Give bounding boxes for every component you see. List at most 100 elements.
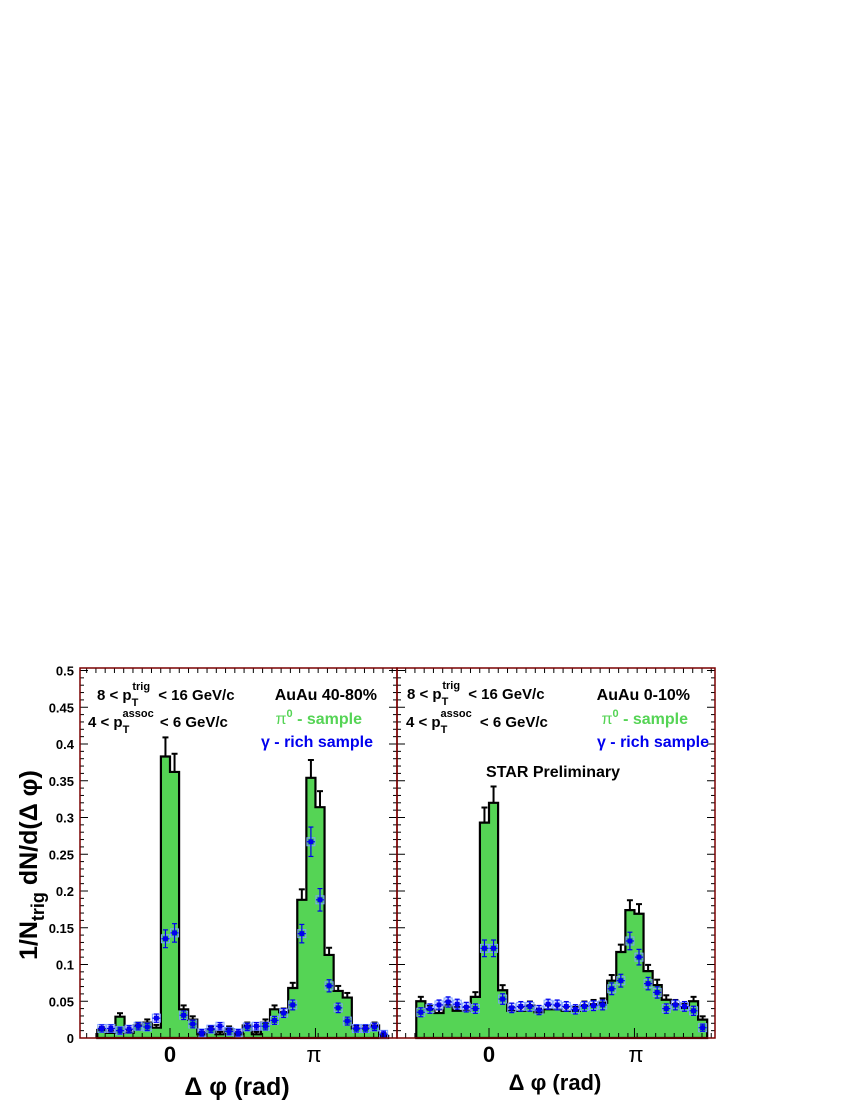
gamma-point <box>563 1003 569 1009</box>
gamma-point <box>491 945 497 951</box>
gamma-point <box>591 1003 597 1009</box>
gamma-point <box>144 1024 150 1030</box>
cut-sub: T <box>442 696 449 708</box>
y-tick-label: 0.25 <box>49 847 74 862</box>
gamma-point <box>99 1025 105 1031</box>
cut-text: < 16 GeV/c <box>154 687 234 704</box>
gamma-point <box>272 1017 278 1023</box>
gamma-point <box>108 1025 114 1031</box>
gamma-point <box>427 1006 433 1012</box>
gamma-point <box>362 1025 368 1031</box>
panel-title-right: AuAu 0-10% <box>597 687 690 704</box>
gamma-point <box>172 930 178 936</box>
cut-sub: T <box>441 724 448 736</box>
gamma-point <box>235 1030 241 1036</box>
legend-pi-symbol: π <box>601 711 612 728</box>
cut-text: < 6 GeV/c <box>156 714 228 731</box>
gamma-point <box>536 1007 542 1013</box>
gamma-point <box>217 1023 223 1029</box>
panel-frame <box>396 667 716 1039</box>
cut-sub: T <box>132 697 139 709</box>
x-tick-label-0-right: 0 <box>483 1042 495 1067</box>
gamma-point <box>481 945 487 951</box>
gamma-point <box>317 897 323 903</box>
cut-text: 4 < p <box>88 714 123 731</box>
legend-sup: 0 <box>613 708 619 720</box>
chart-marks: 0 0.05 0.1 0.15 0.2 0.25 0.3 0.35 0.4 0.45 0.5 <box>49 664 716 1046</box>
gamma-point <box>672 1002 678 1008</box>
y-tick-label: 0.15 <box>49 921 74 936</box>
x-tick-label-pi-left: π <box>306 1042 321 1067</box>
gamma-point <box>681 1003 687 1009</box>
gamma-point <box>445 999 451 1005</box>
y-tick-label: 0.35 <box>49 774 74 789</box>
star-preliminary-label: STAR Preliminary <box>486 764 620 781</box>
y-label-main: 1/N <box>15 921 43 960</box>
gamma-point <box>190 1021 196 1027</box>
gamma-point <box>500 996 506 1002</box>
legend-gamma-left: γ - rich sample <box>261 734 373 751</box>
y-axis-label: 1/Ntrig dN/d(Δ φ) <box>15 770 48 960</box>
gamma-point <box>663 1006 669 1012</box>
legend-gamma-right: γ - rich sample <box>597 734 709 751</box>
gamma-point <box>636 954 642 960</box>
cut-text: 8 < p <box>97 687 132 704</box>
gamma-point <box>353 1025 359 1031</box>
trig-cut-right: 8 < pTtrig < 16 GeV/c <box>407 680 545 708</box>
gamma-point <box>381 1031 387 1037</box>
gamma-point <box>554 1002 560 1008</box>
legend-pi0-right: π0 - sample <box>601 708 688 728</box>
gamma-point <box>244 1024 250 1030</box>
y-tick-label: 0.5 <box>56 664 74 679</box>
gamma-point <box>518 1003 524 1009</box>
gamma-point <box>581 1003 587 1009</box>
cut-sup: trig <box>442 680 460 692</box>
gamma-point <box>299 931 305 937</box>
x-tick-label-pi-right: π <box>628 1042 643 1067</box>
gamma-point <box>308 839 314 845</box>
gamma-point <box>162 936 168 942</box>
gamma-point <box>627 938 633 944</box>
gamma-point <box>208 1026 214 1032</box>
y-tick-label: 0.05 <box>49 994 74 1009</box>
gamma-point <box>290 1002 296 1008</box>
gamma-point <box>281 1010 287 1016</box>
y-tick-label: 0.45 <box>49 700 74 715</box>
gamma-point <box>126 1026 132 1032</box>
gamma-point <box>654 989 660 995</box>
legend-text: - sample <box>293 711 362 728</box>
gamma-point <box>527 1003 533 1009</box>
gamma-point <box>509 1005 515 1011</box>
x-tick-label-0-left: 0 <box>164 1042 176 1067</box>
x-axis-label-right: Δ φ (rad) <box>509 1070 602 1095</box>
gamma-point <box>326 983 332 989</box>
pi0-histogram <box>96 755 390 1040</box>
gamma-point <box>253 1023 259 1029</box>
assoc-cut-left: 4 < pTassoc < 6 GeV/c <box>88 708 228 736</box>
gamma-point <box>454 1001 460 1007</box>
gamma-point <box>262 1023 268 1029</box>
cut-text: 4 < p <box>406 714 441 731</box>
trig-cut-left: 8 < pTtrig < 16 GeV/c <box>97 681 235 709</box>
gamma-point <box>691 1008 697 1014</box>
gamma-point <box>545 1001 551 1007</box>
gamma-point <box>135 1023 141 1029</box>
y-tick-label: 0.4 <box>56 737 75 752</box>
gamma-point <box>181 1012 187 1018</box>
gamma-point <box>472 1006 478 1012</box>
x-axis-label-left: Δ φ (rad) <box>184 1073 289 1100</box>
legend-pi0-left: π0 - sample <box>275 708 362 728</box>
cut-text: 8 < p <box>407 686 442 703</box>
y-tick-label: 0.2 <box>56 884 74 899</box>
gamma-point <box>344 1018 350 1024</box>
gamma-point <box>645 981 651 987</box>
gamma-point <box>226 1028 232 1034</box>
assoc-cut-right: 4 < pTassoc < 6 GeV/c <box>406 708 548 736</box>
gamma-point <box>463 1004 469 1010</box>
y-tick-label: 0.3 <box>56 811 74 826</box>
gamma-point <box>700 1025 706 1031</box>
cut-sup: trig <box>132 681 150 693</box>
cut-sup: assoc <box>123 708 154 720</box>
legend-text: - sample <box>619 711 688 728</box>
